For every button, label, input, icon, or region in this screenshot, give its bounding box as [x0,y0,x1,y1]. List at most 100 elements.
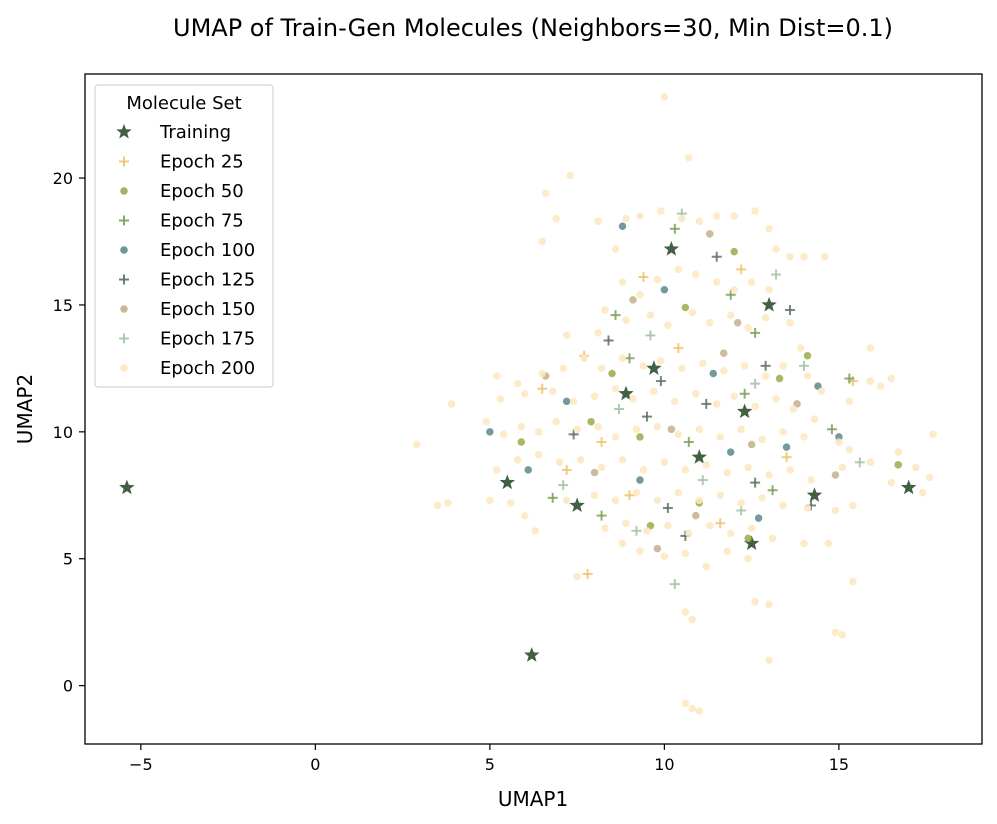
data-point [866,344,875,352]
series-epoch-50 [517,247,902,543]
x-tick-label: 5 [485,755,495,774]
data-point [692,270,700,279]
data-point [697,475,708,486]
data-point [786,466,794,474]
data-point [779,428,787,436]
legend-entry: Epoch 150 [120,299,255,320]
data-point [674,489,683,497]
data-point [726,529,735,538]
data-point [618,456,627,464]
data-point [887,478,896,487]
data-point [657,357,665,365]
points-layer [119,93,937,715]
legend-entry: Epoch 100 [120,240,255,261]
legend-marker [116,123,132,139]
data-point [681,699,690,708]
data-point [887,374,896,383]
data-point [806,487,823,502]
data-point [772,245,780,253]
legend-title: Molecule Set [126,93,241,114]
data-point [765,600,773,609]
data-point [702,562,711,571]
data-point [754,514,763,522]
data-point [723,547,731,555]
data-point [712,278,721,286]
data-point [786,318,794,327]
data-point [743,535,760,551]
data-point [894,448,902,456]
data-point [622,316,630,324]
data-point [719,367,728,375]
data-point [639,362,648,370]
data-point [838,463,847,472]
data-point [765,225,773,233]
data-point [552,417,560,426]
data-point [821,252,829,261]
data-point [660,285,669,294]
data-point [590,468,599,477]
legend-frame [94,84,274,388]
data-point [695,425,704,434]
data-point [667,425,676,434]
series-epoch-125 [568,251,816,541]
y-tick-label: 15 [53,296,73,315]
data-point [688,308,697,317]
legend-marker [120,246,128,254]
data-point [631,525,642,536]
data-point [706,318,714,327]
data-point [646,360,662,375]
data-point [744,463,752,472]
data-point [786,252,794,261]
data-point [608,369,616,378]
data-point [499,474,516,490]
data-point [573,425,581,434]
data-point [699,359,707,368]
data-point [760,360,771,371]
data-point [538,369,546,378]
data-point [800,433,808,441]
data-point [664,321,672,329]
data-point [493,466,501,474]
data-point [531,527,539,535]
data-point [624,490,635,501]
data-point [824,539,833,548]
data-point [730,285,738,294]
data-point [712,212,721,220]
data-point [744,324,752,332]
data-point [736,403,753,419]
data-point [610,310,621,321]
legend-marker [119,274,129,285]
series-epoch-150 [541,230,840,553]
data-point [596,436,607,447]
data-point [695,496,704,505]
data-point [866,377,875,385]
x-axis-label: UMAP1 [498,787,568,811]
data-point [723,468,731,477]
ticks-layer: −5 0 5 10 15 0 5 10 15 20 [53,169,849,774]
legend-label: Epoch 175 [160,329,255,350]
data-point [548,387,557,395]
data-point [750,378,761,389]
data-point [701,398,712,409]
data-point [597,463,606,472]
legend-entry: Epoch 25 [119,152,244,173]
data-point [737,499,745,507]
data-point [706,230,714,238]
data-point [709,369,717,378]
data-point [831,506,840,515]
data-point [711,251,722,262]
data-point [772,395,780,403]
data-point [761,313,770,322]
data-point [653,544,662,553]
data-point [849,501,857,510]
data-point [119,479,135,495]
data-point [614,404,625,414]
data-point [650,387,658,395]
data-point [573,572,581,581]
data-point [653,496,662,505]
data-point [681,608,690,616]
legend-marker [120,187,128,195]
data-point [524,466,533,474]
y-tick-label: 20 [53,169,73,188]
data-point [559,364,567,373]
